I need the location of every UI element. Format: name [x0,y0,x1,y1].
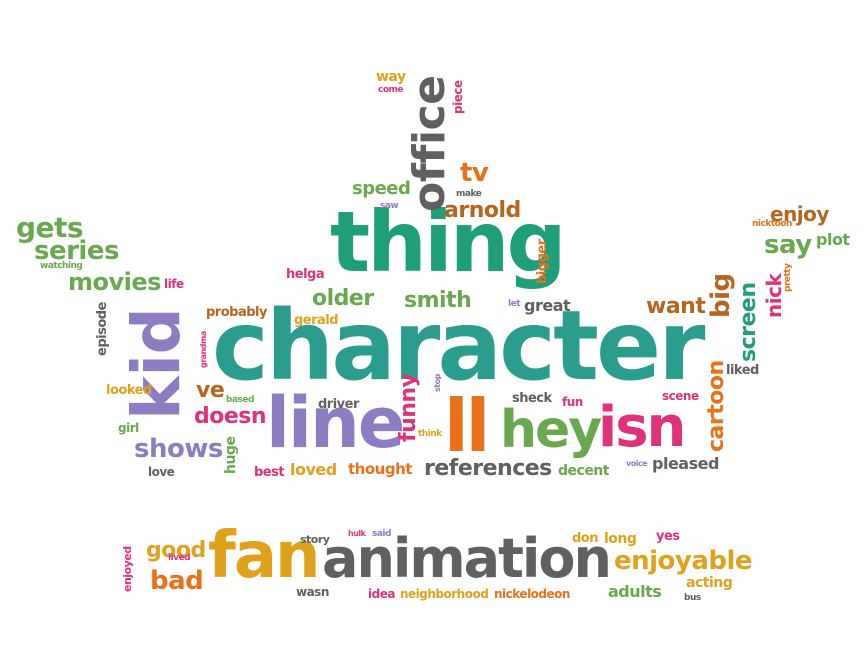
word-don: don [572,531,599,546]
word-doesn: doesn [194,404,267,429]
word-office: office [404,75,455,212]
word-decent: decent [558,463,609,479]
word-thought: thought [348,460,412,478]
word-neighborhood: neighborhood [400,587,489,601]
word-watching: watching [40,261,83,271]
word-bigger: bigger [535,239,550,284]
word-said: said [372,529,391,539]
word-animation: animation [322,527,612,590]
word-way: way [376,69,406,85]
word-say: say [764,230,812,260]
word-enjoyed: enjoyed [121,546,134,592]
word-ll: ll [444,384,490,468]
word-long: long [604,531,637,547]
word-smith: smith [404,288,472,313]
word-nicktoon: nicktoon [752,219,792,229]
word-make: make [456,189,482,199]
word-episode: episode [95,302,110,356]
word-plot: plot [816,230,850,249]
word-yes: yes [656,529,680,544]
word-adults: adults [608,582,662,601]
word-shows: shows [134,434,223,464]
word-liked: liked [726,363,759,378]
word-arnold: arnold [444,198,521,223]
word-line: line [266,382,405,464]
word-enjoy: enjoy [770,202,829,226]
word-sheck: sheck [512,391,552,406]
word-pretty: pretty [783,263,793,292]
word-nick: nick [762,273,786,318]
word-come: come [378,85,404,95]
word-hulk: hulk [348,529,366,538]
word-girl: girl [118,421,139,435]
word-great: great [524,296,571,315]
word-life: life [164,277,184,291]
word-let: let [508,299,521,309]
word-character: character [212,290,705,402]
word-loved: loved [290,460,337,479]
word-fun: fun [562,395,583,409]
word-bad: bad [150,566,204,596]
word-piece: piece [451,80,465,114]
word-hey: hey [500,400,602,460]
word-tv: tv [460,158,489,188]
word-series: series [34,236,119,266]
word-good: good [146,538,206,563]
word-references: references [424,456,552,481]
word-based: based [226,395,254,405]
word-lived: lived [168,553,191,563]
word-love: love [148,465,175,479]
word-thing: thing [330,193,567,291]
word-cartoon: cartoon [704,360,729,452]
word-stop: stop [433,374,442,392]
word-wasn: wasn [296,585,329,599]
word-scene: scene [662,389,699,403]
word-kid: kid [118,307,195,420]
word-helga: helga [286,267,325,282]
word-gerald: gerald [294,313,339,328]
word-gets: gets [16,211,84,244]
word-voice: voice [626,459,648,468]
word-bus: bus [684,593,701,603]
word-think: think [418,429,442,439]
word-funny: funny [396,373,421,442]
word-ve: ve [196,378,225,403]
word-huge: huge [223,436,239,474]
word-fan: fan [208,519,321,593]
word-want: want [646,294,706,319]
word-story: story [300,533,330,546]
word-movies: movies [68,268,161,296]
word-isn: isn [598,395,686,460]
word-speed: speed [352,178,411,199]
word-grandma: grandma [199,331,208,368]
word-looked: looked [106,383,152,398]
word-probably: probably [206,305,267,320]
word-big: big [706,273,736,318]
word-acting: acting [686,575,733,591]
word-nickelodeon: nickelodeon [494,587,570,601]
word-driver: driver [318,397,359,412]
word-pleased: pleased [652,454,719,473]
word-enjoyable: enjoyable [614,546,753,576]
word-idea: idea [368,587,395,601]
word-older: older [312,286,374,311]
word-screen: screen [736,282,761,363]
word-best: best [254,465,285,480]
word-saw: saw [380,201,399,211]
